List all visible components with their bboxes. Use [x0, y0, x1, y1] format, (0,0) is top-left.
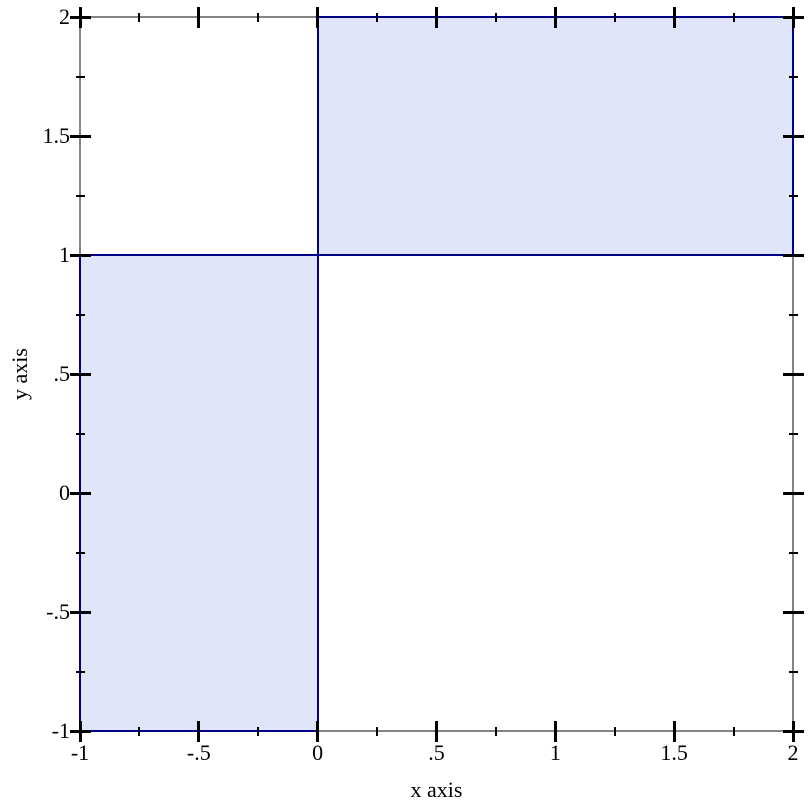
- x-tick-label: 2: [787, 740, 799, 765]
- x-major-tick: [197, 6, 201, 28]
- y-minor-tick: [75, 432, 85, 435]
- x-axis-title: x axis: [410, 777, 463, 802]
- x-minor-tick: [257, 726, 260, 736]
- y-minor-tick: [75, 75, 85, 78]
- x-tick-label: 0: [312, 740, 324, 765]
- y-major-tick: [782, 610, 804, 614]
- x-minor-tick: [138, 12, 141, 22]
- y-major-tick: [782, 134, 804, 138]
- y-major-tick: [69, 491, 91, 495]
- x-tick-label: 1: [549, 740, 561, 765]
- y-tick-label: 0: [59, 480, 70, 505]
- y-tick-label: 2: [59, 4, 70, 29]
- y-tick-label: 1: [59, 242, 70, 267]
- y-tick-label: -1: [51, 718, 70, 743]
- y-axis-title: y axis: [7, 348, 32, 400]
- x-minor-tick: [376, 12, 379, 22]
- x-minor-tick: [138, 726, 141, 736]
- x-minor-tick: [494, 12, 497, 22]
- y-minor-tick: [75, 551, 85, 554]
- shaded-rectangle: [79, 254, 319, 732]
- y-major-tick: [782, 253, 804, 257]
- y-major-tick: [782, 372, 804, 376]
- x-minor-tick: [494, 726, 497, 736]
- y-major-tick: [69, 253, 91, 257]
- x-tick-label: .5: [428, 740, 445, 765]
- x-tick-label: 1.5: [660, 740, 688, 765]
- y-major-tick: [69, 15, 91, 19]
- x-tick-label: -1: [70, 740, 90, 765]
- y-major-tick: [69, 610, 91, 614]
- y-tick-label: -.5: [46, 599, 70, 624]
- x-major-tick: [197, 720, 201, 742]
- y-minor-tick: [75, 670, 85, 673]
- y-minor-tick: [788, 194, 798, 197]
- x-minor-tick: [376, 726, 379, 736]
- x-major-tick: [553, 720, 557, 742]
- x-major-tick: [672, 6, 676, 28]
- y-minor-tick: [788, 313, 798, 316]
- y-major-tick: [69, 372, 91, 376]
- y-minor-tick: [788, 432, 798, 435]
- x-major-tick: [316, 720, 320, 742]
- y-tick-label: .5: [53, 361, 71, 386]
- y-minor-tick: [75, 194, 85, 197]
- y-minor-tick: [788, 75, 798, 78]
- y-tick-label: 1.5: [42, 123, 71, 148]
- x-major-tick: [672, 720, 676, 742]
- x-major-tick: [316, 6, 320, 28]
- x-minor-tick: [613, 12, 616, 22]
- x-major-tick: [435, 6, 438, 28]
- y-major-tick: [782, 491, 804, 495]
- shaded-rectangle: [316, 16, 794, 256]
- x-minor-tick: [613, 726, 616, 736]
- y-minor-tick: [788, 551, 798, 554]
- x-minor-tick: [257, 12, 260, 22]
- y-major-tick: [782, 729, 804, 733]
- y-major-tick: [782, 15, 804, 19]
- x-minor-tick: [732, 12, 735, 22]
- x-tick-label: -.5: [186, 740, 211, 765]
- y-minor-tick: [788, 670, 798, 673]
- y-minor-tick: [75, 313, 85, 316]
- x-minor-tick: [732, 726, 735, 736]
- y-major-tick: [69, 729, 91, 733]
- x-major-tick: [553, 6, 557, 28]
- x-major-tick: [435, 720, 438, 742]
- y-major-tick: [69, 134, 91, 138]
